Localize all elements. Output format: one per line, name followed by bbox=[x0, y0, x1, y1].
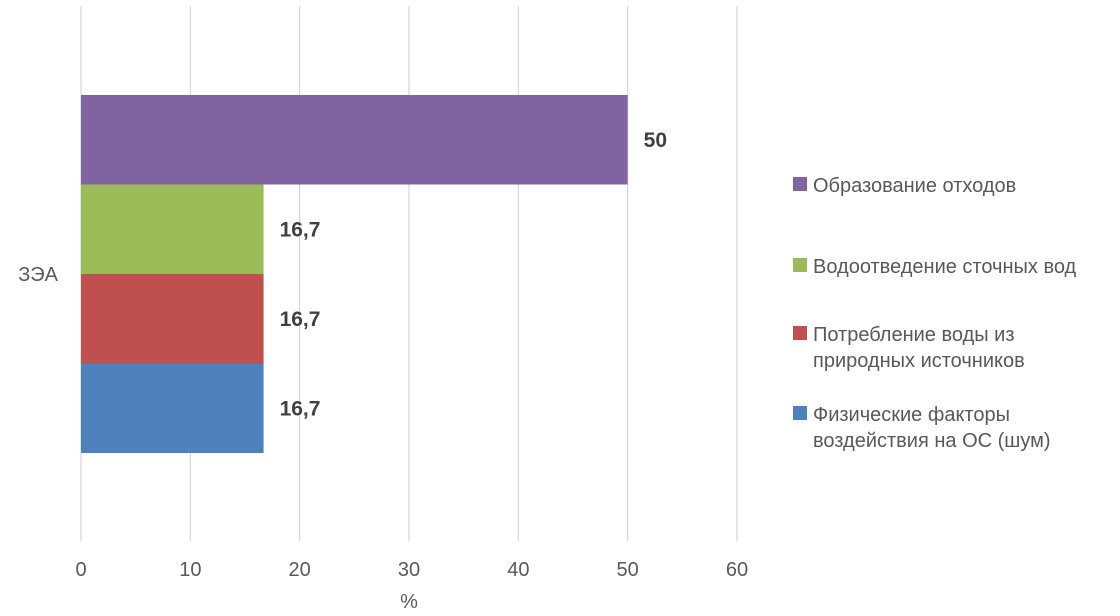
category-label: ЗЭА bbox=[18, 264, 58, 286]
legend-label: Потребление воды из bbox=[813, 324, 1015, 346]
bar bbox=[81, 184, 264, 274]
data-label: 16,7 bbox=[280, 218, 321, 241]
x-tick-label: 60 bbox=[726, 559, 748, 581]
legend-swatch bbox=[793, 177, 807, 191]
legend-swatch bbox=[793, 326, 807, 340]
bars bbox=[81, 95, 628, 453]
legend-label: Образование отходов bbox=[813, 175, 1016, 197]
bar bbox=[81, 363, 264, 453]
data-label: 50 bbox=[644, 129, 667, 152]
x-tick-label: 40 bbox=[507, 559, 529, 581]
x-axis-ticks: 0 10 20 30 40 50 60 bbox=[75, 559, 748, 581]
x-tick-label: 50 bbox=[617, 559, 639, 581]
legend-label: природных источников bbox=[813, 350, 1025, 372]
legend-label: Водоотведение сточных вод bbox=[813, 256, 1077, 278]
bar bbox=[81, 274, 264, 364]
x-tick-label: 30 bbox=[398, 559, 420, 581]
legend-label: Физические факторы bbox=[813, 404, 1010, 426]
x-tick-label: 20 bbox=[289, 559, 311, 581]
legend-swatch bbox=[793, 406, 807, 420]
x-tick-label: 10 bbox=[179, 559, 201, 581]
x-axis-title: % bbox=[400, 591, 418, 613]
data-label: 16,7 bbox=[280, 397, 321, 420]
legend-swatch bbox=[793, 258, 807, 272]
data-label: 16,7 bbox=[280, 308, 321, 331]
data-labels: 16,7 16,7 16,7 50 bbox=[280, 129, 667, 421]
bar bbox=[81, 95, 628, 185]
legend: Образование отходов Водоотведение сточных… bbox=[793, 175, 1077, 452]
legend-label: воздействия на ОС (шум) bbox=[813, 430, 1051, 452]
x-tick-label: 0 bbox=[75, 559, 86, 581]
